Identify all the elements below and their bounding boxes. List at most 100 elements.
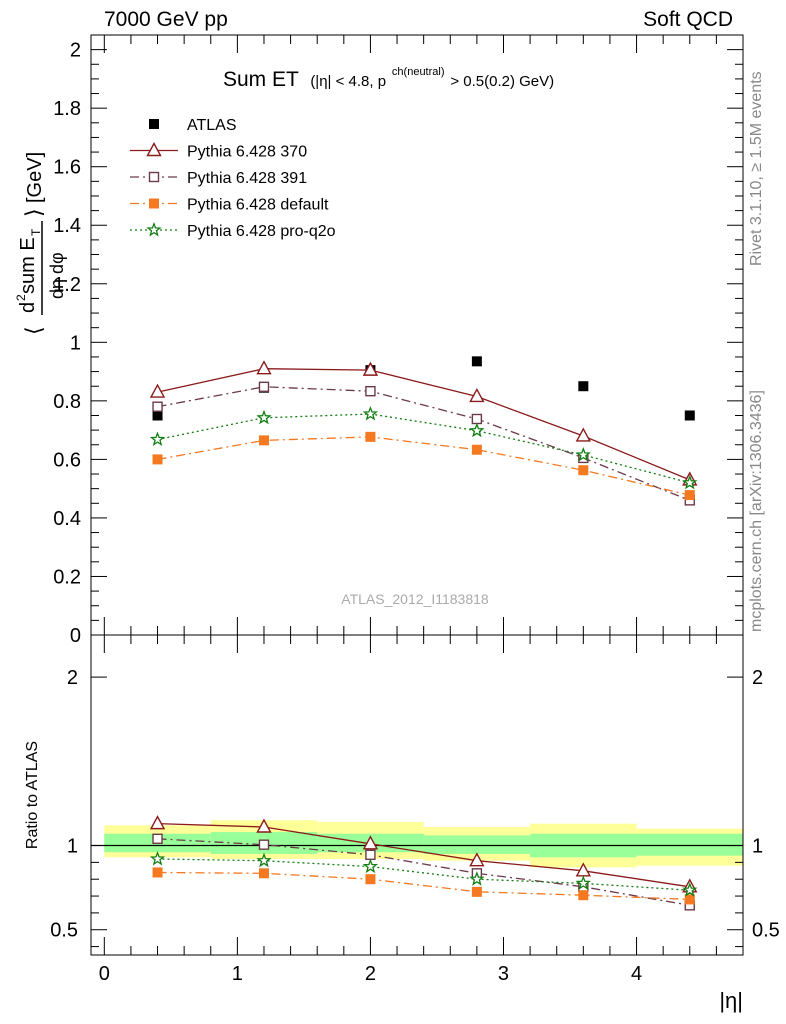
legend-item: Pythia 6.428 default bbox=[130, 197, 329, 214]
plot-title-cond-a: (|η| < 4.8, p bbox=[310, 73, 386, 90]
main-series-line bbox=[157, 436, 690, 496]
main-series-1 bbox=[149, 360, 698, 486]
main-series-line bbox=[157, 413, 690, 484]
ratio-data-point bbox=[684, 894, 695, 905]
main-data-point bbox=[258, 435, 269, 446]
main-data-point bbox=[258, 381, 270, 393]
ratio-y-tick-labels: 0.5 0.5 1 1 2 2 bbox=[50, 667, 780, 942]
main-series-line bbox=[157, 386, 691, 502]
main-data-point bbox=[578, 465, 589, 476]
legend-item: ATLAS bbox=[149, 117, 237, 134]
main-data-point bbox=[469, 422, 485, 438]
ratio-data-point bbox=[362, 835, 379, 850]
ratio-plot-frame bbox=[90, 634, 744, 956]
main-data-point bbox=[256, 409, 272, 425]
x-tick-label: 2 bbox=[365, 963, 376, 985]
ratio-data-point bbox=[469, 871, 485, 886]
legend: ATLAS Pythia 6.428 370 Pythia 6.428 391 Pyt… bbox=[130, 117, 336, 240]
main-series-0 bbox=[152, 356, 695, 421]
plot-title: Sum ET (|η| < 4.8, p ch(neutral) > 0.5(0… bbox=[223, 57, 554, 91]
legend-label: Pythia 6.428 391 bbox=[187, 170, 307, 187]
main-y-tick-label: 0.8 bbox=[53, 391, 81, 413]
plot-title-cond-b: > 0.5(0.2) GeV) bbox=[450, 73, 554, 90]
stat-band bbox=[636, 833, 743, 856]
ratio-data-point bbox=[469, 852, 485, 867]
ratio-y-tick-label: 1 bbox=[67, 836, 78, 858]
main-data-point bbox=[575, 427, 592, 442]
main-data-point bbox=[471, 413, 483, 425]
ratio-series-2 bbox=[152, 867, 695, 905]
ratio-data-point bbox=[258, 839, 270, 850]
ratio-uncertainty-bands bbox=[104, 820, 743, 868]
main-data-point bbox=[152, 410, 163, 421]
main-data-point bbox=[684, 410, 695, 421]
ratio-data-point bbox=[362, 858, 379, 874]
ratio-y-tick-label-right: 0.5 bbox=[752, 920, 780, 942]
main-data-point bbox=[471, 444, 482, 455]
ratio-data-point bbox=[152, 833, 163, 844]
main-y-tick-label: 1.4 bbox=[53, 215, 81, 237]
svg-text:T: T bbox=[29, 228, 43, 236]
svg-text:sum E: sum E bbox=[17, 237, 39, 294]
legend-marker bbox=[146, 142, 162, 157]
main-y-tick-label: 0.6 bbox=[53, 449, 81, 471]
main-series-3 bbox=[152, 431, 695, 501]
main-y-tick-label: 1.6 bbox=[53, 157, 81, 179]
ratio-data-point bbox=[365, 874, 376, 885]
main-data-point bbox=[365, 385, 376, 397]
main-y-tick-label: 1 bbox=[70, 332, 81, 354]
main-data-point bbox=[362, 405, 379, 421]
legend-label: Pythia 6.428 370 bbox=[187, 144, 307, 161]
svg-text:dη dφ: dη dφ bbox=[47, 252, 67, 299]
main-data-point bbox=[578, 381, 589, 392]
legend-item: Pythia 6.428 391 bbox=[130, 170, 307, 187]
x-tick-label: 3 bbox=[498, 963, 509, 985]
ratio-y-tick-label: 2 bbox=[67, 667, 78, 689]
main-y-tick-label: 1.2 bbox=[53, 274, 81, 296]
x-axis-label: |η| bbox=[719, 988, 743, 1013]
ratio-y-tick-label-right: 2 bbox=[752, 667, 763, 689]
main-data-point bbox=[149, 431, 166, 447]
main-y-tick-label: 2 bbox=[70, 40, 81, 62]
main-series-line bbox=[157, 368, 691, 481]
ratio-data-point bbox=[149, 815, 166, 830]
legend-item: Pythia 6.428 370 bbox=[130, 142, 307, 161]
ratio-series-line bbox=[157, 838, 690, 906]
main-data-point bbox=[471, 356, 482, 367]
main-y-tick-label: 0.4 bbox=[53, 508, 81, 530]
ratio-y-tick-label-right: 1 bbox=[752, 836, 763, 858]
ratio-series bbox=[149, 815, 698, 911]
legend-label: Pythia 6.428 pro-q2o bbox=[187, 223, 336, 240]
main-data-point bbox=[469, 387, 485, 403]
plot-title-main: Sum ET bbox=[223, 68, 299, 91]
x-tick-label: 0 bbox=[99, 963, 110, 985]
ratio-data-point bbox=[149, 850, 166, 866]
ratio-data-point bbox=[578, 890, 589, 901]
x-tick-label: 4 bbox=[631, 963, 642, 985]
svg-text:⟨: ⟨ bbox=[21, 326, 46, 335]
main-data-point bbox=[684, 490, 695, 501]
ratio-data-point bbox=[256, 818, 272, 833]
ratio-y-axis-label: Ratio to ATLAS bbox=[24, 741, 41, 849]
plot-title-cond-sup: ch(neutral) bbox=[392, 66, 445, 78]
svg-text:2: 2 bbox=[14, 294, 28, 301]
legend-marker bbox=[148, 171, 160, 183]
svg-text:⟩: ⟩ bbox=[21, 208, 46, 217]
legend-marker bbox=[149, 198, 159, 209]
ratio-data-point bbox=[152, 867, 163, 878]
main-y-tick-label: 0 bbox=[70, 625, 81, 647]
main-y-tick-label: 0.2 bbox=[53, 566, 81, 588]
header-right: Soft QCD bbox=[643, 8, 733, 31]
legend-label: ATLAS bbox=[187, 117, 237, 134]
main-y-axis-label: ⟨ d 2 sum E T dη dφ ⟩ [GeV] bbox=[14, 152, 67, 335]
main-data-point bbox=[149, 383, 166, 398]
svg-text:[GeV]: [GeV] bbox=[24, 152, 46, 203]
main-data-point bbox=[256, 360, 272, 375]
main-y-tick-labels: 0 0.2 0.4 0.6 0.8 1 1.2 1.4 1.6 1.8 2 bbox=[53, 40, 81, 647]
ratio-series-line bbox=[157, 822, 690, 888]
main-series bbox=[149, 356, 698, 506]
legend-label: Pythia 6.428 default bbox=[187, 197, 329, 214]
main-data-point bbox=[682, 474, 698, 490]
stat-band bbox=[423, 835, 531, 854]
